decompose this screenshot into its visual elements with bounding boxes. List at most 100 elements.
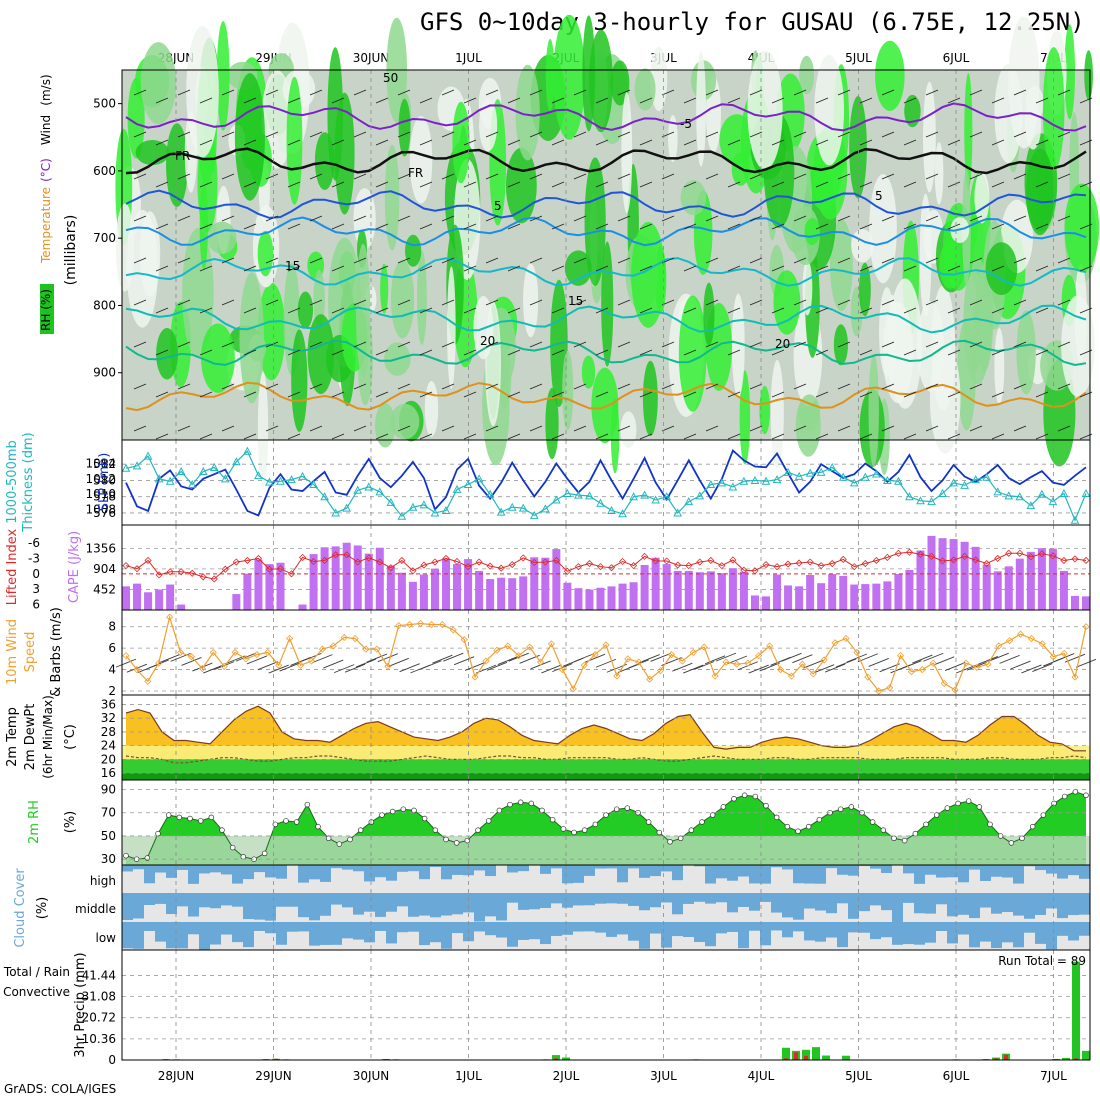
cloud-cell <box>793 865 804 884</box>
cloud-cell <box>837 865 848 875</box>
cloud-cell <box>386 922 397 944</box>
wind-speed-point <box>362 645 370 653</box>
x-tick-label-bottom: 29JUN <box>255 1069 292 1083</box>
run-total-label: Run Total = 89 <box>998 954 1086 968</box>
lifted-index-point <box>894 549 902 557</box>
wind-barb <box>265 425 279 432</box>
wind-barb-10m <box>901 660 922 670</box>
lifted-index-point <box>387 564 395 572</box>
cloud-cell <box>408 893 419 917</box>
rh-shade <box>384 144 400 251</box>
wind-barb <box>925 425 939 432</box>
wind-barb <box>155 139 169 146</box>
lifted-index-point <box>938 557 947 565</box>
cape-bar <box>541 557 550 610</box>
wind-barb <box>353 341 367 348</box>
wind-barb <box>155 265 169 272</box>
cloud-cell <box>584 893 595 906</box>
wind-barb <box>265 257 279 264</box>
wind-barb <box>1057 299 1071 306</box>
lifted-index-point <box>343 551 351 559</box>
thickness-point <box>485 489 495 498</box>
thickness-point <box>728 482 738 491</box>
cloud-cell <box>760 893 771 902</box>
wind-barb <box>331 223 345 230</box>
cloud-cell <box>386 865 397 881</box>
rh-shade <box>888 278 922 409</box>
wind-barb <box>529 215 543 222</box>
wind-speed-point <box>973 663 981 671</box>
thickness-point <box>154 474 164 483</box>
cloud-cell <box>507 865 518 873</box>
cape-bar <box>795 586 804 610</box>
cloud-cell <box>551 893 562 904</box>
wind-barb <box>1035 265 1049 272</box>
wind-barb <box>991 349 1005 356</box>
y-tick-label: 0 <box>32 567 40 581</box>
wind-barb-10m <box>748 664 769 674</box>
rh-shade <box>849 96 867 199</box>
rh2m-point <box>507 801 513 808</box>
wind-barb <box>859 97 873 104</box>
cloud-cell <box>342 893 353 908</box>
wind-barb-10m <box>977 656 998 665</box>
cloud-cell <box>177 893 188 907</box>
wind-barb <box>199 433 213 440</box>
precip-convective-bar <box>384 1058 388 1060</box>
contour-label: 5 <box>875 189 883 203</box>
wind-barb <box>309 131 323 138</box>
wind-barb-10m <box>639 654 660 663</box>
y-tick-label-right: 1014 <box>85 456 116 470</box>
wind-speed-point <box>275 661 283 669</box>
wind-barb <box>859 433 873 440</box>
wind-barb <box>661 215 675 222</box>
wind-barb-10m <box>355 658 377 668</box>
wind-barb-10m <box>497 656 518 665</box>
lifted-index-point <box>409 567 417 575</box>
wind-barb <box>1013 89 1027 96</box>
lifted-index-point <box>817 562 825 570</box>
wind-barb-10m <box>508 652 529 662</box>
thickness-point <box>320 492 329 501</box>
wind-barb <box>353 299 367 306</box>
rh2m-point <box>709 812 716 818</box>
rh2m-point <box>165 812 172 818</box>
thickness-point <box>165 476 175 485</box>
wind-barb <box>859 349 873 356</box>
cloud-cell <box>287 922 298 932</box>
wind-barb-10m <box>955 664 977 674</box>
rh2m-point <box>453 840 460 846</box>
thickness-point <box>673 508 683 517</box>
wind-speed-point <box>122 652 130 660</box>
y-tick-label: 24 <box>101 739 116 753</box>
isotherm-line <box>125 189 1087 219</box>
rh-shade <box>589 29 613 133</box>
rh-shade <box>390 403 420 440</box>
wind-barb <box>617 215 631 222</box>
wind-barb-10m <box>192 662 213 672</box>
cloud-cell <box>661 922 672 948</box>
wind-barb <box>375 433 389 440</box>
precip-total-label: Total / Rain <box>3 965 70 979</box>
cloud-cell <box>430 865 441 868</box>
cloud-cell <box>958 865 969 883</box>
rh2m-point <box>987 821 993 828</box>
wind-barb <box>177 173 191 180</box>
wind-speed-point <box>766 642 774 650</box>
wind-speed-point <box>155 659 163 667</box>
wind-barb <box>705 299 719 306</box>
wind-barb-10m <box>235 652 257 662</box>
wind-barb-10m <box>334 664 355 674</box>
wind-speed-point <box>656 667 665 675</box>
wind-barb <box>639 139 653 146</box>
wind-barb <box>529 341 543 348</box>
cape-bar <box>1004 566 1013 610</box>
wind-barb <box>705 341 719 348</box>
wind-barb <box>485 383 499 390</box>
cloud-cell <box>221 922 232 935</box>
lifted-index-point <box>254 554 262 562</box>
cloud-cell <box>1057 922 1068 936</box>
cape-bar <box>640 565 649 610</box>
thickness-point <box>364 482 374 491</box>
cape-bar <box>839 575 848 610</box>
